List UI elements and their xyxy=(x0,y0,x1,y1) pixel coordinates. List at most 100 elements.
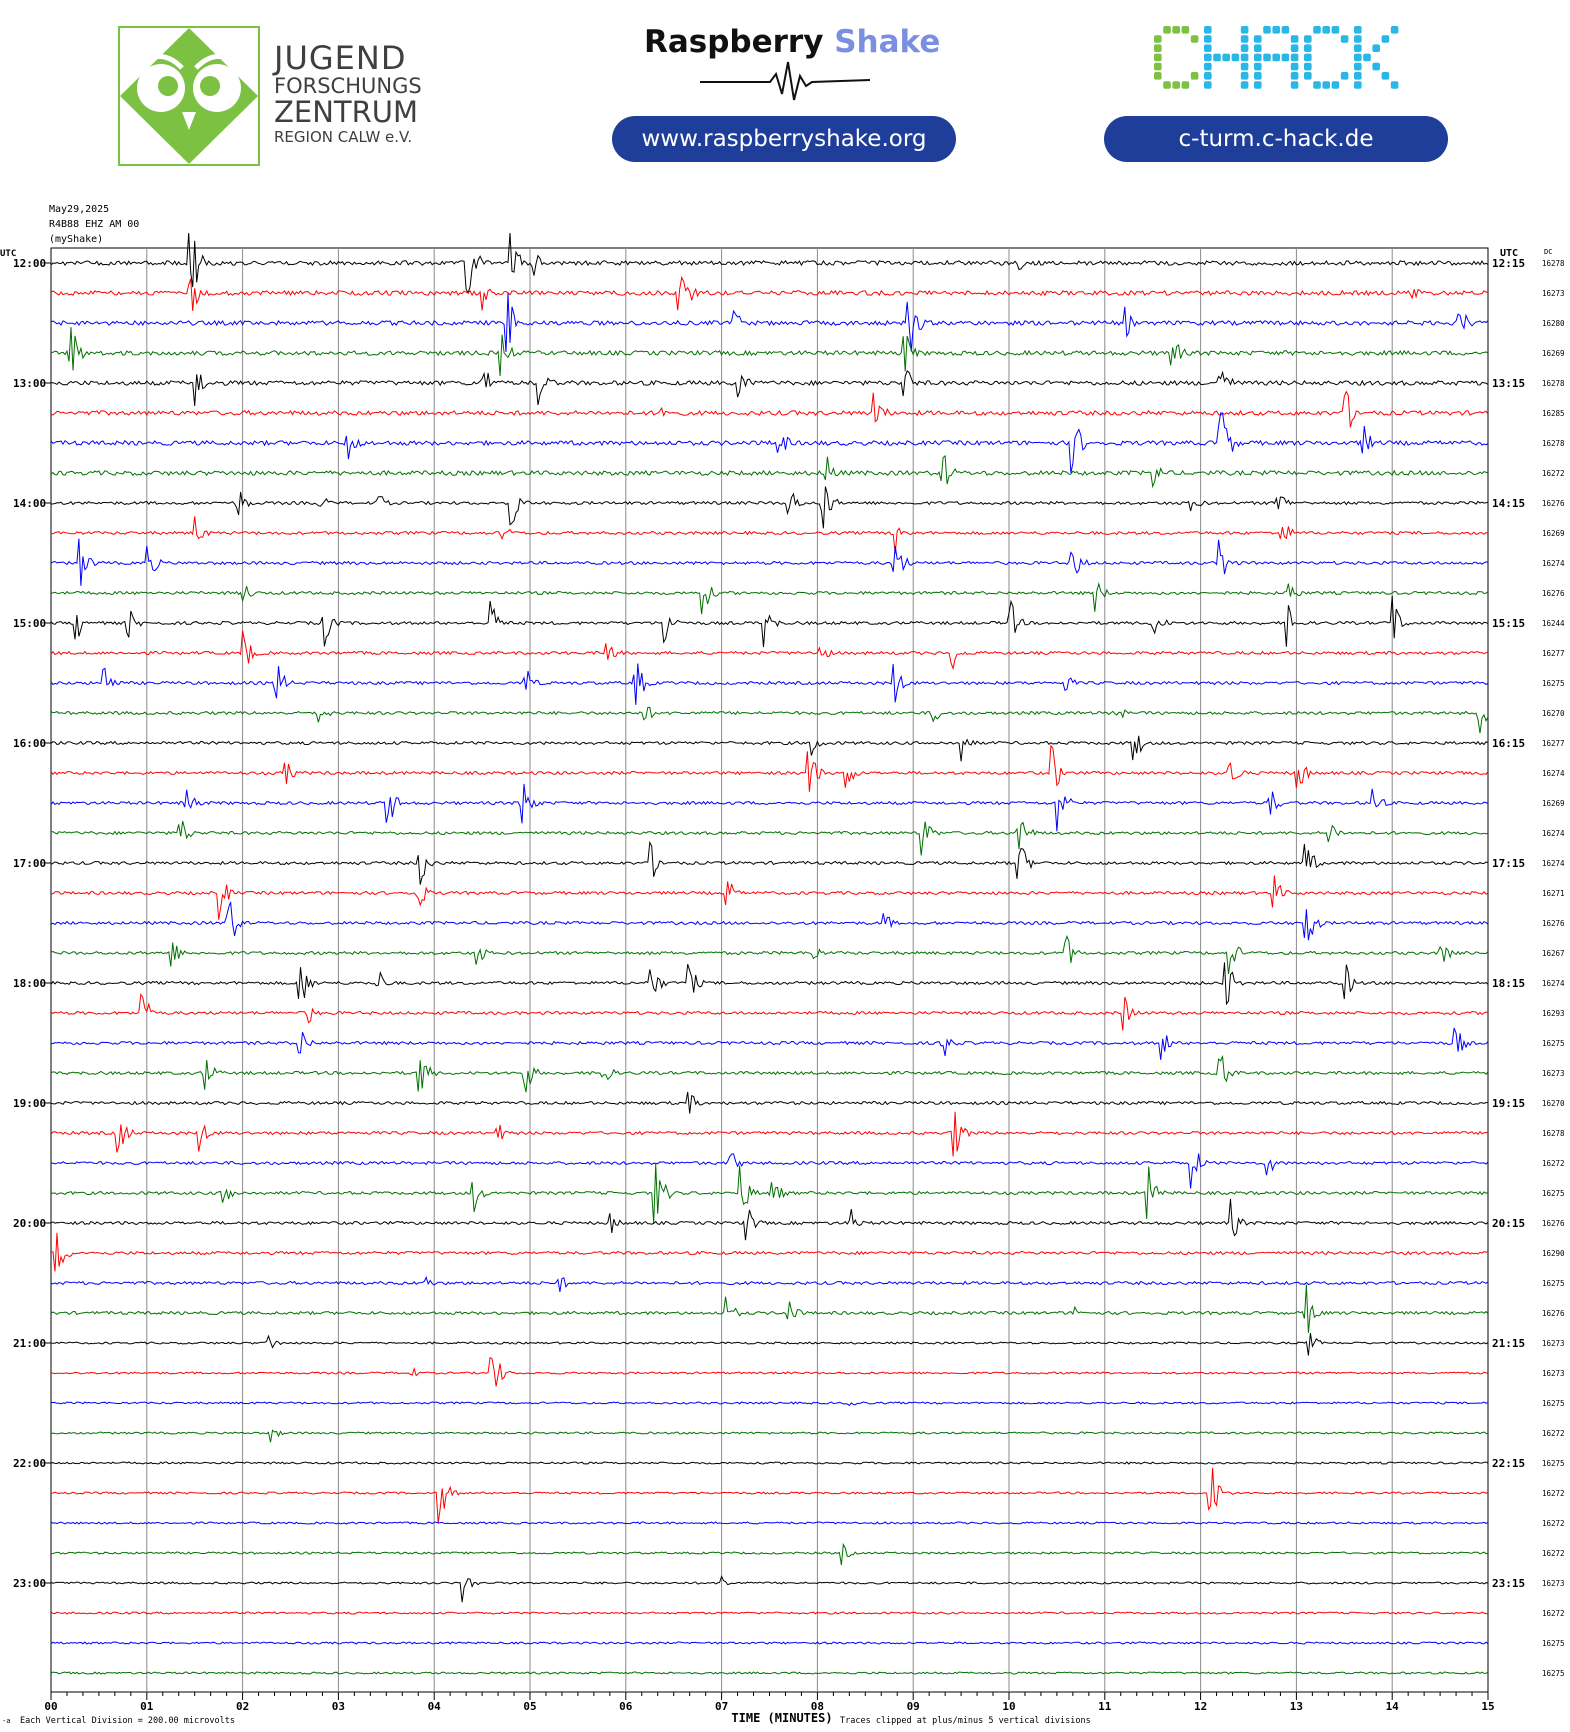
trace-row xyxy=(50,840,1489,885)
hour-label-left: 17:00 xyxy=(13,857,46,870)
dc-value: 16278 xyxy=(1542,439,1565,448)
trace-row xyxy=(50,1467,1489,1524)
trace-row xyxy=(50,370,1489,406)
dc-value: 16278 xyxy=(1542,1129,1565,1138)
trace-row xyxy=(50,630,1489,671)
hour-label-left: 21:00 xyxy=(13,1337,46,1350)
trace-row xyxy=(50,1401,1489,1407)
jfz-line-4: REGION CALW e.V. xyxy=(274,128,413,146)
dc-value: 16273 xyxy=(1542,1069,1565,1078)
trace-row xyxy=(50,1284,1489,1333)
scale-note: Each Vertical Division = 200.00 microvol… xyxy=(20,1716,235,1726)
dc-value: 16274 xyxy=(1542,829,1565,838)
hour-label-left: 23:00 xyxy=(13,1577,46,1590)
trace-row xyxy=(50,1356,1489,1387)
corner-mark: -a xyxy=(2,1717,10,1725)
hour-label-left: 15:00 xyxy=(13,617,46,630)
dc-value: 16269 xyxy=(1542,529,1565,538)
hour-label-right: 14:15 xyxy=(1492,497,1525,510)
dc-value: 16275 xyxy=(1542,1399,1565,1408)
dc-value: 16271 xyxy=(1542,889,1565,898)
x-tick-label: 11 xyxy=(1098,1700,1112,1713)
chack-logo xyxy=(1154,26,1399,89)
trace-row xyxy=(50,1276,1489,1292)
raspberryshake-link[interactable]: www.raspberryshake.org xyxy=(612,116,956,162)
trace-row xyxy=(50,1333,1489,1356)
x-tick-label: 07 xyxy=(715,1700,728,1713)
record-date: May29,2025 xyxy=(49,204,110,215)
right-axis-title: UTC xyxy=(1500,248,1518,259)
trace-row xyxy=(50,1091,1489,1114)
dc-value: 16278 xyxy=(1542,379,1565,388)
jfz-line-2: FORSCHUNGS xyxy=(274,74,422,98)
seismogram-wave-icon xyxy=(700,61,870,101)
trace-row xyxy=(50,934,1489,975)
dc-value: 16273 xyxy=(1542,1369,1565,1378)
trace-row xyxy=(50,1611,1488,1615)
hour-label-right: 12:15 xyxy=(1492,257,1525,270)
clip-note: Traces clipped at plus/minus 5 vertical … xyxy=(840,1716,1091,1726)
jfz-line-1: JUGEND xyxy=(274,39,407,77)
trace-row xyxy=(50,901,1489,941)
dc-value: 16275 xyxy=(1542,1279,1565,1288)
hour-label-left: 14:00 xyxy=(13,497,46,510)
trace-row xyxy=(50,1163,1489,1224)
trace-row xyxy=(50,1232,1489,1272)
chack-link[interactable]: c-turm.c-hack.de xyxy=(1104,116,1448,162)
dc-value: 16273 xyxy=(1542,1339,1565,1348)
hour-label-right: 20:15 xyxy=(1492,1217,1525,1230)
dc-value: 16273 xyxy=(1542,289,1565,298)
x-tick-label: 13 xyxy=(1290,1700,1303,1713)
hour-label-left: 18:00 xyxy=(13,977,46,990)
left-axis-title: UTC xyxy=(0,249,16,259)
jfz-owl-logo xyxy=(118,26,260,166)
hour-label-right: 23:15 xyxy=(1492,1577,1525,1590)
trace-row xyxy=(50,1521,1489,1525)
dc-value: 16280 xyxy=(1542,319,1565,328)
trace-row xyxy=(50,1027,1489,1060)
x-tick-label: 02 xyxy=(236,1700,249,1713)
dc-value: 16277 xyxy=(1542,649,1565,658)
jfz-wordmark: JUGEND FORSCHUNGS ZENTRUM REGION CALW e.… xyxy=(274,42,422,145)
hour-label-left: 19:00 xyxy=(13,1097,46,1110)
dc-value: 16270 xyxy=(1542,1099,1565,1108)
dc-value: 16272 xyxy=(1542,469,1565,478)
hour-label-right: 13:15 xyxy=(1492,377,1525,390)
dc-value: 16276 xyxy=(1542,589,1565,598)
hour-label-left: 16:00 xyxy=(13,737,46,750)
x-tick-label: 04 xyxy=(428,1700,442,1713)
hour-label-left: 12:00 xyxy=(13,257,46,270)
plot-frame xyxy=(50,247,1489,1693)
trace-row xyxy=(50,582,1489,615)
hour-label-right: 21:15 xyxy=(1492,1337,1525,1350)
trace-row xyxy=(50,1054,1489,1093)
dc-value: 16272 xyxy=(1542,1549,1565,1558)
trace-row xyxy=(50,735,1489,762)
dc-value: 16274 xyxy=(1542,859,1565,868)
station-code: R4B88 EHZ AM 00 xyxy=(49,219,140,230)
trace-row xyxy=(50,1671,1489,1675)
dc-value: 16244 xyxy=(1542,619,1565,628)
page-header: JUGEND FORSCHUNGS ZENTRUM REGION CALW e.… xyxy=(0,0,1570,190)
trace-row xyxy=(50,744,1489,792)
dc-value: 16267 xyxy=(1542,949,1565,958)
hour-label-right: 19:15 xyxy=(1492,1097,1525,1110)
dc-value: 16290 xyxy=(1542,1249,1565,1258)
trace-row xyxy=(50,875,1489,920)
dc-value: 16269 xyxy=(1542,349,1565,358)
x-tick-label: 09 xyxy=(907,1700,920,1713)
trace-row xyxy=(50,1429,1489,1443)
trace-row xyxy=(50,292,1489,353)
dc-value: 16272 xyxy=(1542,1609,1565,1618)
dc-value: 16275 xyxy=(1542,679,1565,688)
network-label: (myShake) xyxy=(49,234,104,245)
dc-value: 16275 xyxy=(1542,1189,1565,1198)
trace-row xyxy=(50,232,1489,295)
x-tick-label: 06 xyxy=(619,1700,633,1713)
raspberry-shake-title: Raspberry Shake xyxy=(644,24,940,60)
dc-title: DC xyxy=(1544,248,1552,256)
trace-row xyxy=(50,275,1489,311)
trace-row xyxy=(50,992,1488,1031)
trace-row xyxy=(50,1153,1489,1189)
